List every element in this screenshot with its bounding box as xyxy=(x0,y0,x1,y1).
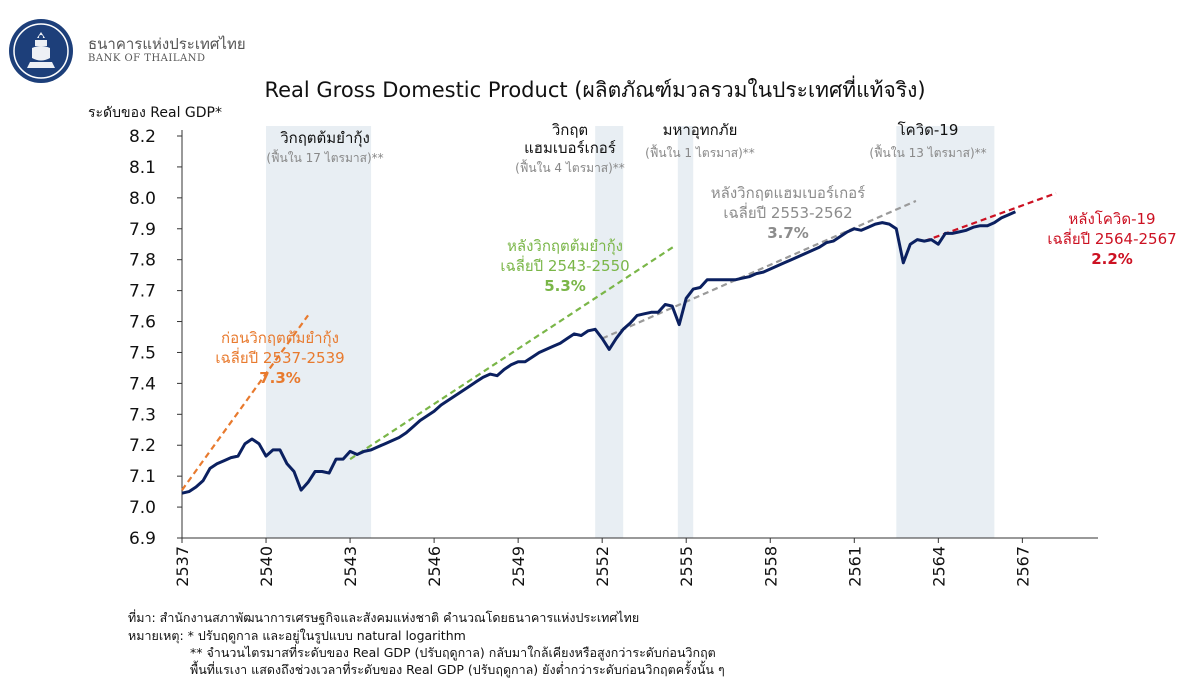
bank-of-thailand-emblem-icon xyxy=(9,19,73,83)
y-tick-label: 8.0 xyxy=(129,189,156,209)
trend-annotation-value: 5.3% xyxy=(544,277,586,295)
y-tick-label: 7.5 xyxy=(129,343,156,363)
trend-annotation-label: เฉลี่ยปี 2553-2562 xyxy=(723,202,852,222)
trend-annotation-value: 3.7% xyxy=(767,224,809,242)
x-tick-label: 2564 xyxy=(929,546,948,587)
x-tick-label: 2537 xyxy=(173,546,192,587)
trend-annotation-label: เฉลี่ยปี 2564-2567 xyxy=(1047,228,1176,248)
y-tick-label: 7.2 xyxy=(129,436,156,456)
x-tick-label: 2546 xyxy=(425,546,444,587)
y-tick-label: 7.9 xyxy=(129,220,156,240)
x-tick-label: 2561 xyxy=(845,546,864,587)
y-axis-label: ระดับของ Real GDP* xyxy=(88,105,222,121)
shaded-period-label: วิกฤตต้มยำกุ้ง xyxy=(280,129,370,148)
footnote-source: ที่มา: สำนักงานสภาพัฒนาการเศรษฐกิจและสัง… xyxy=(128,610,640,625)
trend-line-3 xyxy=(601,199,917,340)
series-line-1 xyxy=(181,210,1017,495)
trend-annotation-label: หลังวิกฤตต้มยำกุ้ง xyxy=(507,237,623,256)
footnote-note1: หมายเหตุ: * ปรับฤดูกาล และอยู่ในรูปแบบ n… xyxy=(128,628,466,643)
x-tick-label: 2540 xyxy=(257,546,276,587)
shaded-period-4 xyxy=(896,126,995,538)
x-tick-label: 2549 xyxy=(509,546,528,587)
y-tick-label: 7.3 xyxy=(129,405,156,425)
x-tick-label: 2558 xyxy=(761,546,780,587)
shaded-period-label: วิกฤต xyxy=(551,121,588,139)
shaded-period-2 xyxy=(595,126,624,538)
y-tick-label: 7.1 xyxy=(129,467,156,487)
series-lines xyxy=(181,210,1017,495)
y-tick-label: 8.1 xyxy=(129,158,156,178)
trend-annotation-label: ก่อนวิกฤตต้มยำกุ้ง xyxy=(221,329,339,348)
footnote-note2: ** จำนวนไตรมาสที่ระดับของ Real GDP (ปรับ… xyxy=(190,645,716,660)
y-tick-label: 7.4 xyxy=(129,374,156,394)
chart-title: Real Gross Domestic Product (ผลิตภัณฑ์มว… xyxy=(264,78,926,102)
x-tick-label: 2552 xyxy=(593,546,612,587)
y-tick-label: 8.2 xyxy=(129,127,156,147)
trend-annotation-value: 7.3% xyxy=(259,369,301,387)
y-tick-label: 6.9 xyxy=(129,529,156,549)
axes: 8.2 8.1 8.0 7.9 7.8 7.7 7.6 7.5 7.4 7.3 7.2 7.1 7.0 6… xyxy=(129,127,1098,587)
trend-annotation-label: เฉลี่ยปี 2543-2550 xyxy=(500,255,629,275)
shaded-period-label: โควิด-19 xyxy=(898,121,959,139)
trend-annotation-value: 2.2% xyxy=(1091,250,1133,268)
shaded-period-1 xyxy=(266,126,372,538)
shaded-period-sublabel: (ฟื้นใน 13 ไตรมาส)** xyxy=(869,144,986,160)
org-name-th: ธนาคารแห่งประเทศไทย xyxy=(88,35,246,53)
x-tick-label: 2543 xyxy=(341,546,360,587)
trend-annotation-label: เฉลี่ยปี 2537-2539 xyxy=(215,347,344,367)
shaded-period-3 xyxy=(677,126,694,538)
y-tick-label: 7.6 xyxy=(129,313,156,333)
shaded-period-sublabel: (ฟื้นใน 4 ไตรมาส)** xyxy=(515,159,625,175)
trend-line-2 xyxy=(349,244,676,461)
shaded-period-sublabel: (ฟื้นใน 17 ไตรมาส)** xyxy=(266,149,383,165)
y-tick-label: 7.0 xyxy=(129,498,156,518)
trend-line-1 xyxy=(181,314,309,491)
trend-annotation-label: หลังวิกฤตแฮมเบอร์เกอร์ xyxy=(711,184,865,202)
shaded-periods xyxy=(266,126,995,538)
x-tick-label: 2555 xyxy=(677,546,696,587)
x-tick-label: 2567 xyxy=(1013,546,1032,587)
footnote-note3: พื้นที่แรเงา แสดงถึงช่วงเวลาที่ระดับของ … xyxy=(190,662,725,677)
shaded-period-label: มหาอุทกภัย xyxy=(663,121,738,140)
trend-annotation-label: หลังโควิด-19 xyxy=(1068,210,1155,228)
org-name-en: BANK OF THAILAND xyxy=(88,53,206,64)
shaded-period-label: แฮมเบอร์เกอร์ xyxy=(524,139,616,157)
chart-annotations: วิกฤตต้มยำกุ้ง(ฟื้นใน 17 ไตรมาส)** วิกฤตแ… xyxy=(215,121,1176,387)
shaded-period-sublabel: (ฟื้นใน 1 ไตรมาส)** xyxy=(645,144,755,160)
y-tick-label: 7.8 xyxy=(129,251,156,271)
y-tick-label: 7.7 xyxy=(129,282,156,302)
